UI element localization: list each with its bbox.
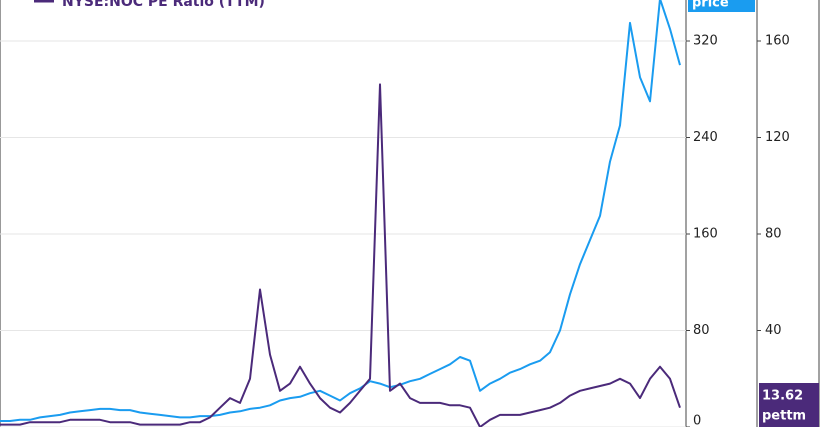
y2-tick-label: 40 (765, 323, 782, 338)
pe-badge-value: 13.62 (762, 389, 803, 404)
price-badge (688, 0, 755, 12)
y-tick-label: 0 (693, 414, 701, 427)
series-line (0, 0, 681, 422)
y2-tick-label: 160 (765, 34, 790, 49)
y-tick-label: 160 (693, 227, 718, 242)
pe-badge-label: pettm (762, 409, 806, 424)
y-tick-label: 240 (693, 130, 718, 145)
y2-tick-label: 120 (765, 130, 790, 145)
series-line (0, 83, 681, 427)
y-tick-label: 80 (693, 323, 710, 338)
price-badge-label: price (692, 0, 729, 11)
y2-tick-label: 80 (765, 227, 782, 242)
legend-label: NYSE:NOC PE Ratio (TTM) (62, 0, 265, 10)
y-tick-label: 320 (693, 34, 718, 49)
pe-badge (759, 383, 819, 427)
